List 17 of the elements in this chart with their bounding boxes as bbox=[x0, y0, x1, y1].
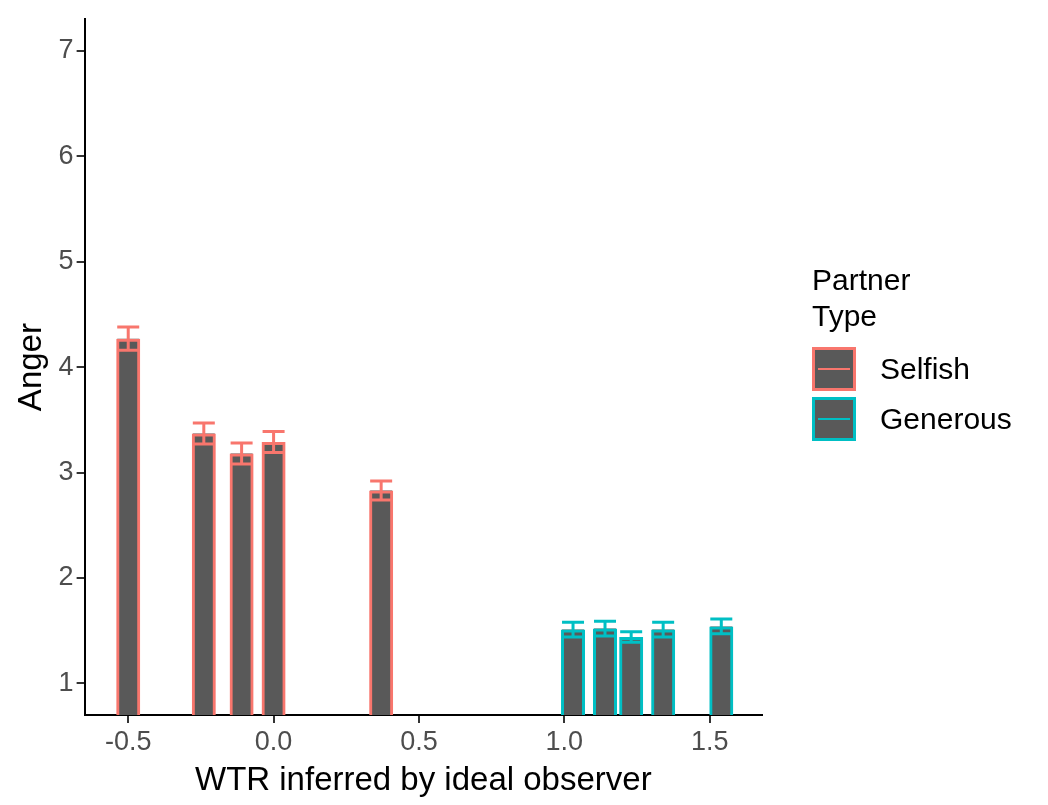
legend-title: Partner Type bbox=[812, 262, 912, 334]
x-axis-title: WTR inferred by ideal observer bbox=[194, 760, 652, 798]
y-tick-label: 2 bbox=[58, 561, 74, 592]
y-axis-title: Anger bbox=[10, 323, 48, 412]
x-tick-label: 0.0 bbox=[254, 725, 293, 756]
y-tick-label: 5 bbox=[58, 245, 74, 276]
y-tick-label: 3 bbox=[58, 455, 74, 486]
y-tick-label: 6 bbox=[58, 139, 74, 170]
y-tick-label: 1 bbox=[58, 666, 74, 697]
y-tick-label: 7 bbox=[58, 34, 74, 65]
x-tick-label: -0.5 bbox=[104, 725, 152, 756]
x-tick-label: 1.0 bbox=[545, 725, 584, 756]
x-tick-label: 1.5 bbox=[690, 725, 729, 756]
legend-label: Selfish bbox=[880, 352, 971, 386]
y-tick-label: 4 bbox=[58, 350, 74, 381]
legend-label: Generous bbox=[880, 402, 1012, 436]
x-tick-label: 0.5 bbox=[400, 725, 438, 756]
